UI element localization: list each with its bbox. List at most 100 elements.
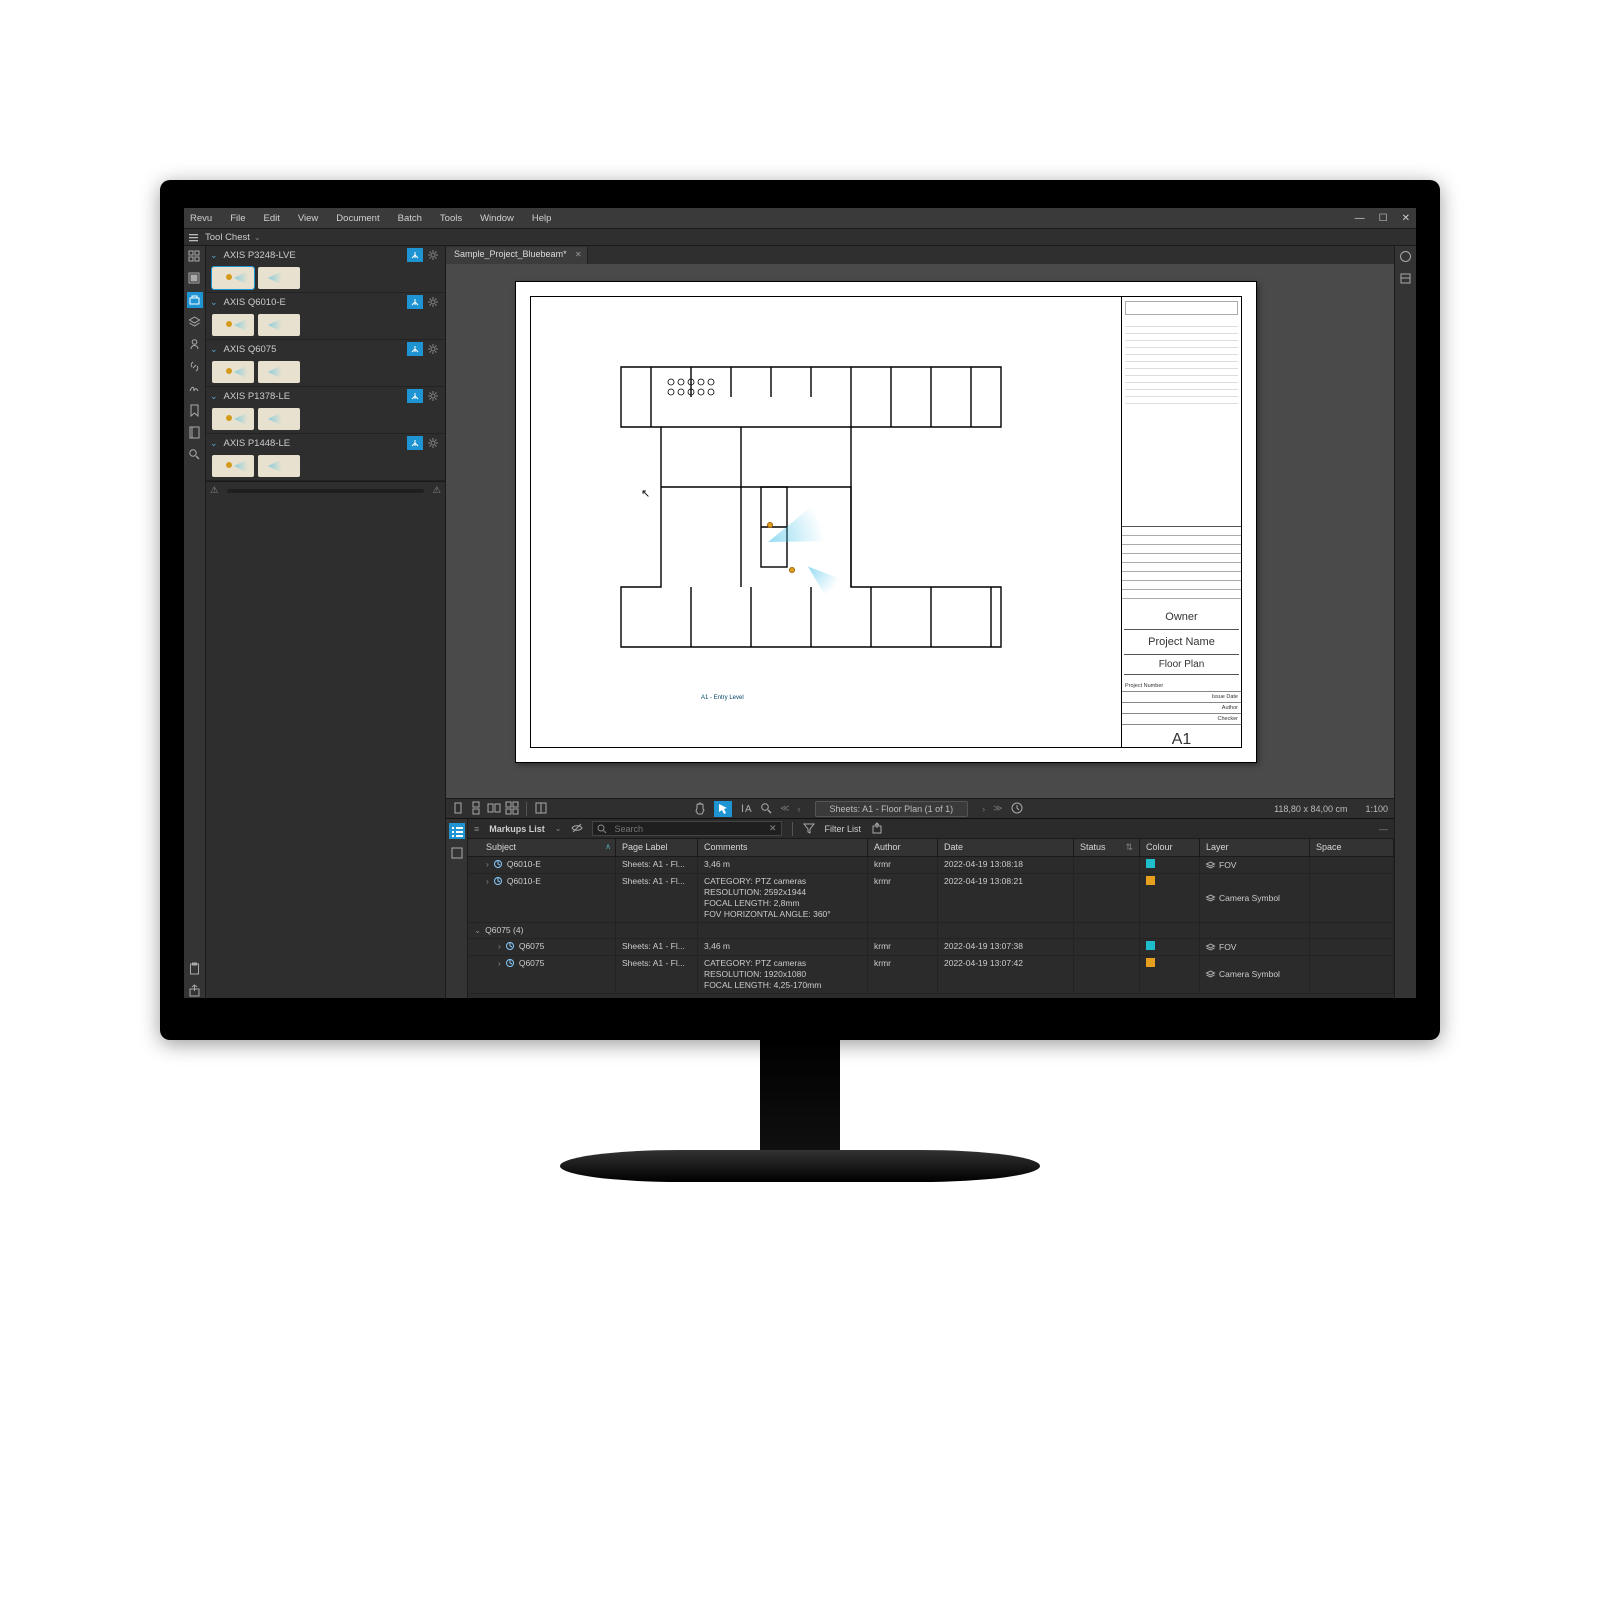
toolchest-group-settings-icon[interactable]	[425, 342, 441, 356]
toolchest-tool-thumb[interactable]	[212, 267, 254, 289]
col-status[interactable]: Status⇅	[1074, 839, 1140, 856]
expand-icon[interactable]: ›	[498, 958, 501, 969]
document-tab[interactable]: Sample_Project_Bluebeam* ✕	[446, 247, 588, 264]
panel-menu-icon[interactable]	[188, 232, 199, 243]
menu-window[interactable]: Window	[480, 213, 514, 224]
toolchest-group-symbol-icon[interactable]	[407, 248, 423, 262]
menu-document[interactable]: Document	[336, 213, 379, 224]
toolchest-tool-thumb[interactable]	[258, 361, 300, 383]
prev-icon[interactable]: ‹	[798, 804, 801, 814]
select-tool-icon[interactable]	[714, 801, 732, 817]
next-icon[interactable]: ›	[982, 804, 985, 814]
markups-row[interactable]: › Q6075 Sheets: A1 - Fl... 3,46 m krmr 2…	[468, 939, 1394, 956]
toolchest-group-header[interactable]: ⌄ AXIS P1378-LE	[206, 387, 445, 405]
rail-link-icon[interactable]	[187, 358, 203, 374]
rail-grid-icon[interactable]	[187, 248, 203, 264]
col-author[interactable]: Author	[868, 839, 938, 856]
col-date[interactable]: Date	[938, 839, 1074, 856]
markups-row[interactable]: › Q6010-E Sheets: A1 - Fl... 3,46 m krmr…	[468, 857, 1394, 874]
expand-icon[interactable]: ›	[498, 941, 501, 952]
toolchest-tool-thumb[interactable]	[258, 314, 300, 336]
col-colour[interactable]: Colour	[1140, 839, 1200, 856]
rail-bookmark-icon[interactable]	[187, 402, 203, 418]
markups-menu-icon[interactable]: ≡	[474, 824, 479, 834]
menu-view[interactable]: View	[298, 213, 318, 224]
filter-label[interactable]: Filter List	[824, 824, 861, 834]
toolchest-group-settings-icon[interactable]	[425, 248, 441, 262]
export-markups-icon[interactable]	[871, 822, 882, 835]
rail-layers-icon[interactable]	[187, 314, 203, 330]
rail-right-studio-icon[interactable]	[1398, 248, 1414, 264]
view-sidebyside-icon[interactable]	[488, 802, 500, 816]
rail-book-icon[interactable]	[187, 424, 203, 440]
col-comments[interactable]: Comments	[698, 839, 868, 856]
toolchest-group-settings-icon[interactable]	[425, 389, 441, 403]
window-minimize-icon[interactable]: —	[1355, 213, 1365, 224]
menu-tools[interactable]: Tools	[440, 213, 462, 224]
expand-icon[interactable]: ›	[486, 859, 489, 870]
markups-row[interactable]: › Q6010-E Sheets: A1 - Fl... CATEGORY: P…	[468, 874, 1394, 923]
sheet-indicator[interactable]: Sheets: A1 - Floor Plan (1 of 1)	[815, 801, 969, 817]
toolchest-bottom-warn-icon[interactable]: ⚠	[210, 485, 219, 496]
view-grid-icon[interactable]	[506, 802, 518, 816]
col-subject[interactable]: Subject	[468, 839, 616, 856]
toolchest-group-header[interactable]: ⌄ AXIS Q6075	[206, 340, 445, 358]
col-page-label[interactable]: Page Label	[616, 839, 698, 856]
toolchest-tool-thumb[interactable]	[212, 408, 254, 430]
toolchest-group-header[interactable]: ⌄ AXIS P3248-LVE	[206, 246, 445, 264]
view-single-page-icon[interactable]	[452, 802, 464, 816]
window-close-icon[interactable]: ✕	[1402, 213, 1410, 224]
toolchest-group-symbol-icon[interactable]	[407, 436, 423, 450]
toolchest-group-symbol-icon[interactable]	[407, 295, 423, 309]
toolchest-group-symbol-icon[interactable]	[407, 389, 423, 403]
toolchest-group-header[interactable]: ⌄ AXIS Q6010-E	[206, 293, 445, 311]
rail-signature-icon[interactable]	[187, 380, 203, 396]
next-page-icon[interactable]: ≫	[993, 803, 1002, 814]
markups-collapse-icon[interactable]: —	[1379, 824, 1388, 834]
toolchest-tool-thumb[interactable]	[258, 455, 300, 477]
panel-title-chevron-icon[interactable]: ⌄	[254, 233, 261, 242]
toolchest-tool-thumb[interactable]	[258, 267, 300, 289]
rail-properties-icon[interactable]	[187, 336, 203, 352]
zoom-tool-icon[interactable]	[760, 802, 772, 816]
menu-revu[interactable]: Revu	[190, 213, 212, 224]
rail-app-icon[interactable]	[187, 270, 203, 286]
menu-file[interactable]: File	[230, 213, 245, 224]
markups-search[interactable]: ✕	[592, 821, 782, 836]
toolchest-group-settings-icon[interactable]	[425, 295, 441, 309]
markups-list-icon[interactable]	[449, 823, 465, 839]
markups-search-input[interactable]	[610, 824, 763, 834]
markups-title-chevron-icon[interactable]: ⌄	[555, 824, 562, 833]
markups-other-icon[interactable]	[449, 845, 465, 861]
rail-export-icon[interactable]	[187, 982, 203, 998]
toolchest-group-symbol-icon[interactable]	[407, 342, 423, 356]
filter-icon[interactable]	[803, 822, 814, 835]
rail-toolchest-icon[interactable]	[187, 292, 203, 308]
menu-edit[interactable]: Edit	[264, 213, 280, 224]
toolchest-bottom-warn2-icon[interactable]: ⚠	[432, 485, 441, 496]
view-continuous-icon[interactable]	[470, 802, 482, 816]
markups-hide-icon[interactable]	[571, 822, 582, 835]
rail-right-props-icon[interactable]	[1398, 270, 1414, 286]
toolchest-tool-thumb[interactable]	[258, 408, 300, 430]
camera-symbol-icon[interactable]	[789, 567, 795, 573]
toolchest-opacity-slider[interactable]	[227, 489, 425, 493]
prev-page-icon[interactable]: ≪	[780, 803, 789, 814]
toolchest-tool-thumb[interactable]	[212, 314, 254, 336]
page-scale[interactable]: 1:100	[1365, 804, 1388, 814]
document-tab-close-icon[interactable]: ✕	[575, 250, 582, 259]
view-split-icon[interactable]	[535, 802, 547, 816]
rail-clipboard-icon[interactable]	[187, 960, 203, 976]
col-layer[interactable]: Layer	[1200, 839, 1310, 856]
menu-batch[interactable]: Batch	[398, 213, 422, 224]
history-icon[interactable]	[1011, 802, 1023, 816]
toolchest-group-settings-icon[interactable]	[425, 436, 441, 450]
camera-symbol-icon[interactable]	[767, 522, 773, 528]
window-maximize-icon[interactable]: ☐	[1379, 213, 1388, 224]
pan-tool-icon[interactable]	[694, 802, 706, 816]
toolchest-tool-thumb[interactable]	[212, 361, 254, 383]
rail-search-icon[interactable]	[187, 446, 203, 462]
menu-help[interactable]: Help	[532, 213, 552, 224]
toolchest-group-header[interactable]: ⌄ AXIS P1448-LE	[206, 434, 445, 452]
text-select-icon[interactable]: IA	[740, 802, 752, 816]
